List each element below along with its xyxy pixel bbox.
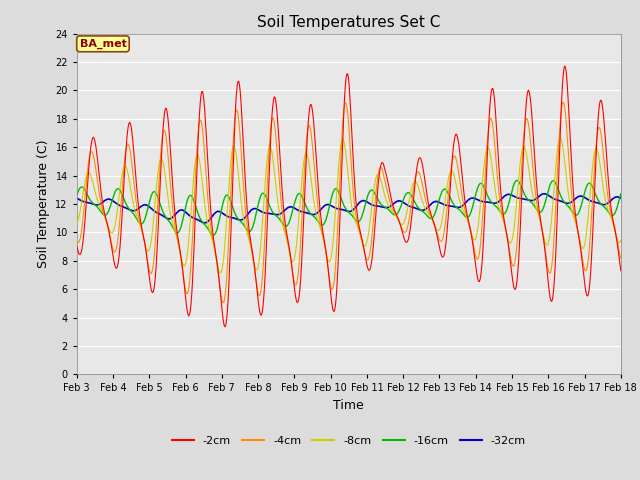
Title: Soil Temperatures Set C: Soil Temperatures Set C	[257, 15, 440, 30]
X-axis label: Time: Time	[333, 399, 364, 412]
Text: BA_met: BA_met	[79, 39, 126, 49]
Legend: -2cm, -4cm, -8cm, -16cm, -32cm: -2cm, -4cm, -8cm, -16cm, -32cm	[167, 431, 531, 450]
Y-axis label: Soil Temperature (C): Soil Temperature (C)	[36, 140, 50, 268]
